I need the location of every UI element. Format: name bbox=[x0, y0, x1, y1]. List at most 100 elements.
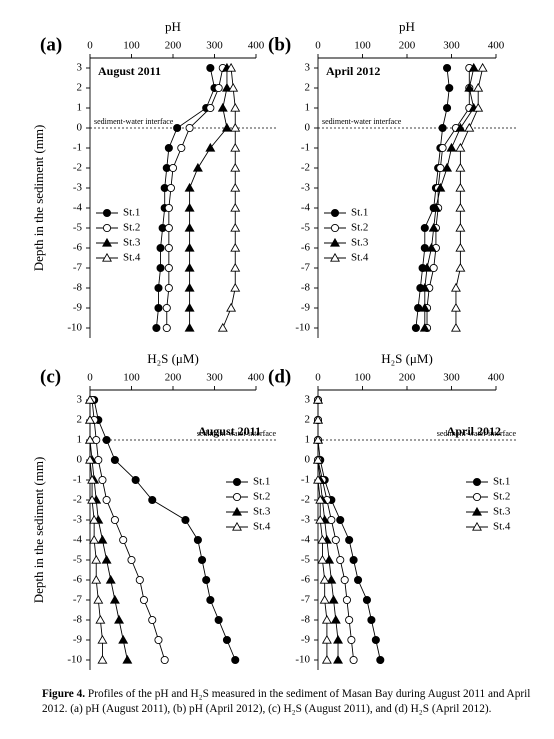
marker bbox=[127, 555, 136, 565]
marker bbox=[184, 202, 195, 212]
marker bbox=[477, 62, 488, 72]
marker bbox=[154, 635, 163, 645]
legend-marker bbox=[232, 521, 242, 531]
legend-marker bbox=[102, 223, 112, 233]
marker bbox=[442, 103, 452, 113]
legend-label: St.3 bbox=[253, 506, 271, 518]
marker bbox=[184, 242, 195, 252]
marker bbox=[217, 322, 228, 332]
y-tick-label: 0 bbox=[77, 454, 83, 466]
marker bbox=[156, 263, 165, 273]
y-tick-label: -1 bbox=[73, 474, 82, 486]
marker bbox=[420, 223, 429, 233]
marker bbox=[192, 162, 203, 172]
y-tick-label: -3 bbox=[73, 514, 83, 526]
x-axis-label: pH bbox=[165, 19, 181, 34]
panel-title: August 2011 bbox=[198, 424, 261, 438]
legend-label: St.2 bbox=[351, 222, 368, 234]
y-tick-label: -4 bbox=[73, 202, 83, 214]
y-tick-label: -10 bbox=[67, 654, 82, 666]
marker bbox=[438, 123, 447, 133]
y-tick-label: -1 bbox=[73, 142, 82, 154]
y-tick-label: 2 bbox=[77, 414, 83, 426]
marker bbox=[324, 554, 335, 564]
marker bbox=[446, 142, 457, 152]
legend-marker bbox=[102, 237, 112, 247]
marker bbox=[164, 283, 173, 293]
marker bbox=[185, 123, 194, 133]
legend-label: St.2 bbox=[493, 491, 510, 503]
y-tick-label: -8 bbox=[301, 614, 311, 626]
series-line bbox=[166, 67, 224, 328]
marker bbox=[85, 414, 95, 424]
marker bbox=[455, 242, 466, 252]
marker bbox=[184, 222, 195, 232]
marker bbox=[345, 535, 354, 545]
marker bbox=[164, 263, 173, 273]
y-tick-label: 0 bbox=[305, 122, 311, 134]
y-tick-label: 2 bbox=[305, 414, 311, 426]
y-tick-label: -4 bbox=[301, 202, 311, 214]
legend-label: St.4 bbox=[123, 252, 141, 264]
marker bbox=[455, 222, 466, 232]
x-tick-label: 200 bbox=[399, 372, 416, 384]
y-tick-label: -2 bbox=[73, 162, 82, 174]
marker bbox=[97, 654, 108, 664]
panel-title: August 2011 bbox=[98, 64, 161, 78]
marker bbox=[152, 323, 161, 333]
legend-marker bbox=[472, 506, 482, 516]
marker bbox=[430, 202, 441, 212]
x-tick-label: 300 bbox=[206, 372, 223, 384]
marker bbox=[164, 223, 173, 233]
marker bbox=[327, 515, 336, 525]
marker bbox=[419, 322, 430, 332]
marker bbox=[455, 182, 466, 192]
y-tick-label: -6 bbox=[73, 242, 83, 254]
legend-marker bbox=[232, 506, 242, 516]
marker bbox=[230, 222, 241, 232]
marker bbox=[426, 242, 437, 252]
marker bbox=[349, 555, 358, 565]
marker bbox=[214, 83, 223, 93]
marker bbox=[222, 635, 231, 645]
marker bbox=[206, 595, 215, 605]
y-tick-label: -5 bbox=[73, 222, 83, 234]
legend-label: St.4 bbox=[493, 521, 511, 533]
y-tick-label: -7 bbox=[301, 262, 311, 274]
y-tick-label: -5 bbox=[73, 554, 83, 566]
panel-title: April 2012 bbox=[326, 64, 380, 78]
marker bbox=[148, 495, 157, 505]
marker bbox=[230, 182, 241, 192]
marker bbox=[135, 575, 144, 585]
y-tick-label: -10 bbox=[295, 654, 310, 666]
y-tick-label: -5 bbox=[301, 554, 311, 566]
marker bbox=[367, 615, 376, 625]
marker bbox=[422, 262, 433, 272]
marker bbox=[464, 82, 475, 92]
marker bbox=[206, 63, 215, 73]
legend-marker bbox=[472, 477, 482, 487]
marker bbox=[160, 655, 169, 665]
marker bbox=[184, 282, 195, 292]
marker bbox=[101, 554, 112, 564]
x-tick-label: 400 bbox=[488, 40, 505, 52]
marker bbox=[345, 615, 354, 625]
y-tick-label: 1 bbox=[77, 434, 83, 446]
x-tick-label: 400 bbox=[248, 40, 265, 52]
legend-label: St.1 bbox=[493, 476, 510, 488]
marker bbox=[436, 163, 445, 173]
marker bbox=[455, 202, 466, 212]
y-tick-label: -8 bbox=[301, 282, 311, 294]
y-tick-label: 1 bbox=[77, 102, 83, 114]
y-tick-label: -2 bbox=[301, 494, 310, 506]
marker bbox=[131, 475, 140, 485]
marker bbox=[156, 243, 165, 253]
legend-marker bbox=[330, 252, 340, 262]
marker bbox=[313, 474, 323, 484]
y-tick-label: -3 bbox=[301, 514, 311, 526]
y-tick-label: 1 bbox=[305, 102, 311, 114]
y-tick-label: -2 bbox=[301, 162, 310, 174]
legend-label: St.1 bbox=[253, 476, 270, 488]
marker bbox=[326, 574, 337, 584]
marker bbox=[97, 534, 108, 544]
